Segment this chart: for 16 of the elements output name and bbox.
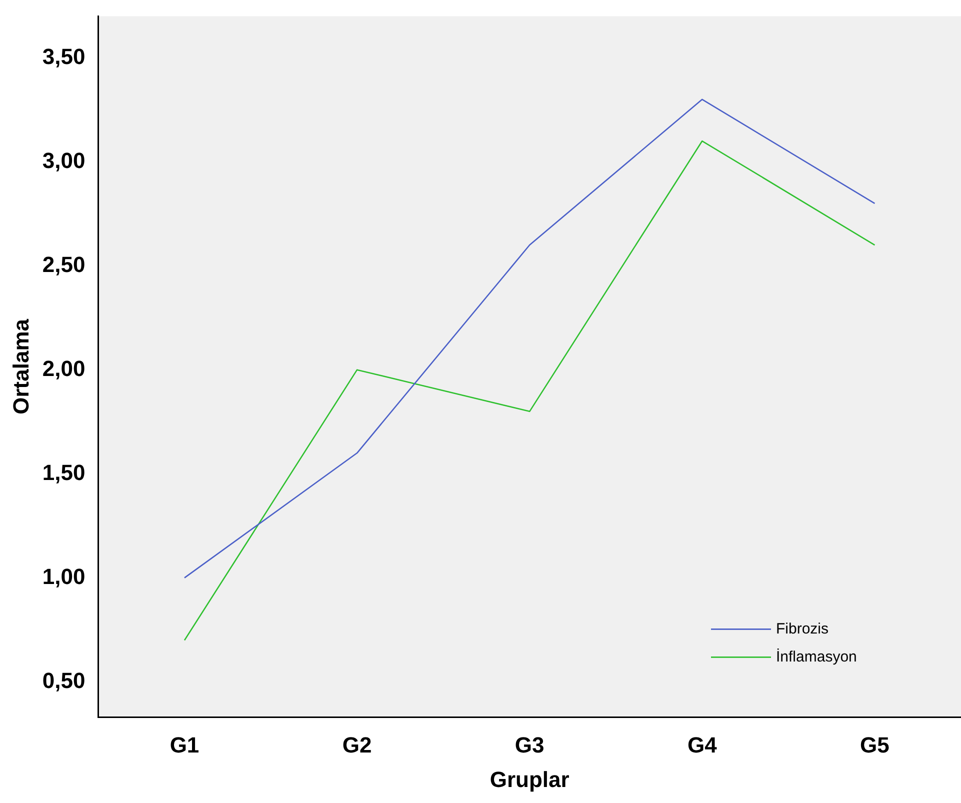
y-tick-label: 1,50 [42,460,86,485]
x-tick-label: G5 [860,732,890,758]
y-tick-label: 2,00 [42,356,86,381]
legend-label: İnflamasyon [776,647,857,666]
y-axis-title: Ortalama [8,318,34,414]
y-tick-label: 0,50 [42,668,86,693]
x-tick-label: G2 [342,732,372,758]
x-tick-label: G3 [514,732,544,758]
y-tick-label: 3,50 [42,44,86,69]
y-tick-label: 2,50 [42,252,86,277]
x-axis-title: Gruplar [490,766,570,792]
y-tick-label: 1,00 [42,564,86,589]
x-tick-label: G4 [687,732,718,758]
x-tick-label: G1 [170,732,200,758]
legend-label: Fibrozis [776,620,829,638]
y-tick-label: 3,00 [42,148,86,173]
